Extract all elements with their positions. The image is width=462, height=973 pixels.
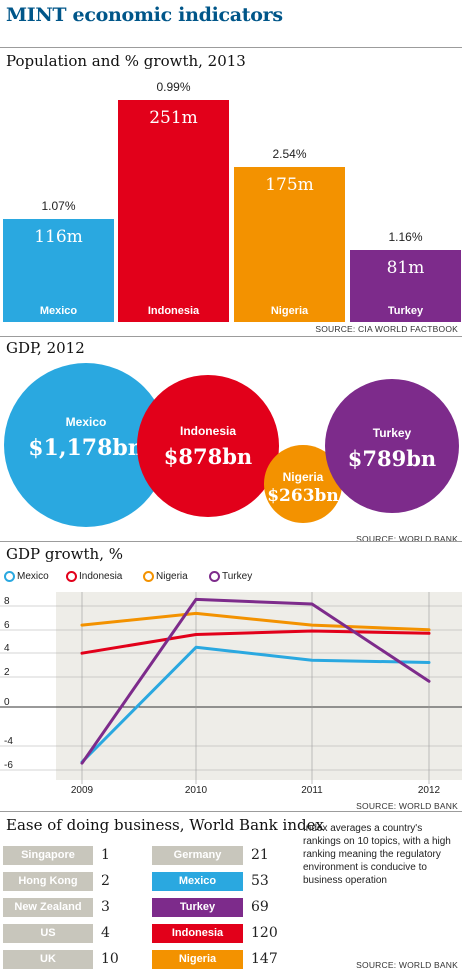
y-tick-label: 2 [4, 667, 10, 678]
business-source: SOURCE: WORLD BANK [356, 960, 458, 970]
gdp-bubble-mexico: Mexico $1,178bn [4, 363, 168, 527]
legend-item-turkey: Turkey [209, 571, 252, 582]
population-bar-chart: 116m Mexico 1.07% 251m Indonesia 0.99% 175m Nig… [0, 0, 462, 340]
rank-number: 53 [251, 873, 269, 889]
y-tick-label: 4 [4, 643, 10, 654]
gdp-bubble-value: $789bn [347, 445, 437, 471]
legend-item-nigeria: Nigeria [143, 571, 188, 582]
population-growth-label: 0.99% [156, 80, 191, 94]
rank-number: 21 [251, 847, 269, 863]
rank-country-cell: US [3, 924, 93, 943]
gdp-bubble-name: Turkey [372, 425, 412, 440]
series-line-indonesia [80, 629, 431, 655]
rank-number: 2 [101, 873, 110, 889]
rank-country-cell: Hong Kong [3, 872, 93, 891]
legend-label: Turkey [222, 571, 253, 582]
y-tick-label: 0 [4, 697, 10, 708]
rank-country-cell: Germany [152, 846, 243, 865]
gdp-bubble-name: Indonesia [179, 423, 236, 438]
series-line-nigeria [80, 611, 431, 632]
population-category-label: Mexico [39, 304, 78, 317]
population-growth-label: 1.16% [388, 230, 423, 245]
growth-line-chart: 8 6 4 2 0 -4 -6 2009 2010 2011 2012 [0, 592, 462, 796]
rank-country-cell: Indonesia [152, 924, 243, 943]
rank-number: 3 [101, 899, 110, 915]
population-growth-label: 2.54% [272, 147, 307, 162]
divider [0, 336, 462, 337]
x-tick-label: 2009 [71, 785, 94, 796]
rank-country-cell: Nigeria [152, 950, 243, 969]
legend-marker [4, 571, 15, 582]
population-value-label: 81m [386, 258, 425, 279]
x-tick-label: 2012 [418, 785, 441, 796]
growth-source: SOURCE: WORLD BANK [356, 801, 458, 811]
legend-label: Nigeria [156, 571, 188, 582]
population-growth-label: 1.07% [41, 199, 76, 214]
gdp-bubble-turkey: Turkey $789bn [324, 378, 460, 514]
population-category-label: Nigeria [270, 304, 309, 317]
rank-country-cell: Turkey [152, 898, 243, 917]
population-value-label: 116m [34, 227, 83, 248]
rank-country-cell: Singapore [3, 846, 93, 865]
series-line-mexico [80, 645, 431, 764]
y-tick-label: 6 [4, 620, 10, 631]
population-category-label: Indonesia [147, 305, 200, 317]
legend-label: Mexico [17, 571, 49, 582]
population-bar-indonesia: 251m Indonesia [118, 100, 229, 322]
population-bar-nigeria: 175m Nigeria [234, 167, 345, 322]
plot-background [56, 592, 462, 780]
y-tick-label: -6 [4, 760, 13, 771]
population-value-label: 251m [149, 108, 198, 128]
gdp-chart-title: GDP, 2012 [6, 339, 85, 357]
x-tick-label: 2011 [301, 785, 323, 796]
legend-item-mexico: Mexico [4, 571, 49, 582]
gdp-bubble-indonesia: Indonesia $878bn [137, 375, 279, 517]
business-table-title: Ease of doing business, World Bank index [6, 816, 324, 834]
divider [0, 541, 462, 542]
rank-number: 147 [251, 951, 278, 967]
gdp-bubble-chart: Mexico $1,178bn Indonesia $878bn Nigeria $263… [4, 363, 460, 527]
rank-number: 10 [101, 951, 119, 967]
rank-country-cell: Mexico [152, 872, 243, 891]
y-tick-label: -4 [4, 736, 13, 747]
rank-number: 1 [101, 847, 110, 863]
gdp-bubble-value: $263bn [267, 485, 339, 506]
rank-number: 69 [251, 899, 269, 915]
population-chart-title: Population and % growth, 2013 [6, 52, 246, 70]
population-value-label: 175m [265, 175, 314, 196]
x-tick-label: 2010 [185, 785, 208, 796]
rank-number: 120 [251, 925, 278, 941]
business-note: Index averages a country's rankings on 1… [303, 823, 451, 886]
page-title: MINT economic indicators [6, 4, 283, 26]
rank-country-cell: New Zealand [3, 898, 93, 917]
gdp-bubble-value: $1,178bn [28, 435, 144, 461]
rank-country-cell: UK [3, 950, 93, 969]
divider [0, 811, 462, 812]
population-bar-turkey: 81m Turkey [350, 250, 461, 322]
population-source: SOURCE: CIA WORLD FACTBOOK [315, 324, 458, 334]
growth-chart-title: GDP growth, % [6, 545, 123, 563]
gdp-bubble-name: Nigeria [282, 469, 324, 484]
legend-marker [66, 571, 77, 582]
legend-label: Indonesia [79, 571, 123, 582]
gdp-bubble-value: $878bn [163, 443, 253, 469]
legend-item-indonesia: Indonesia [66, 571, 122, 582]
legend-marker [209, 571, 220, 582]
rank-number: 4 [101, 925, 110, 941]
gdp-source: SOURCE: WORLD BANK [356, 534, 458, 544]
population-category-label: Turkey [387, 304, 424, 317]
population-bar-mexico: 116m Mexico [3, 219, 114, 322]
divider [0, 47, 462, 48]
series-line-turkey [80, 597, 431, 765]
y-tick-label: 8 [4, 596, 10, 607]
legend-marker [143, 571, 154, 582]
gdp-bubble-name: Mexico [65, 415, 107, 429]
